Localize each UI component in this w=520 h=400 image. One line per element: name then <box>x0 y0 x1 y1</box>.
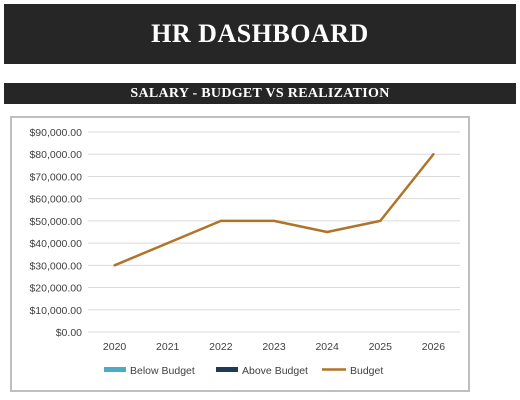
y-tick-label: $10,000.00 <box>29 305 82 317</box>
x-tick-label: 2020 <box>103 341 127 353</box>
legend-label: Budget <box>350 365 383 377</box>
x-tick-label: 2023 <box>262 341 286 353</box>
section-header: SALARY - BUDGET VS REALIZATION <box>4 83 516 104</box>
x-tick-label: 2025 <box>369 341 393 353</box>
x-axis-ticks: 2020 2021 2022 2023 2024 2025 2026 <box>103 341 445 353</box>
budget-point <box>325 230 329 234</box>
legend-label: Above Budget <box>242 365 308 377</box>
y-tick-label: $0.00 <box>56 327 82 339</box>
legend-swatch <box>104 367 126 372</box>
x-tick-label: 2026 <box>422 341 446 353</box>
legend-above-budget[interactable]: Above Budget <box>216 365 308 377</box>
budget-point <box>166 241 169 245</box>
salary-chart: $90,000.00 $80,000.00 $70,000.00 $60,000.00… <box>10 116 470 392</box>
x-tick-label: 2024 <box>315 341 339 353</box>
y-tick-label: $90,000.00 <box>29 127 82 139</box>
dashboard-header: HR DASHBOARD <box>4 4 516 64</box>
y-tick-label: $30,000.00 <box>29 260 82 272</box>
y-axis-ticks: $90,000.00 $80,000.00 $70,000.00 $60,000.00… <box>29 127 82 339</box>
budget-point <box>379 219 382 223</box>
series-layer <box>113 153 435 267</box>
budget-point <box>432 153 435 156</box>
budget-point <box>113 264 116 267</box>
x-tick-label: 2022 <box>209 341 233 353</box>
legend[interactable]: Below Budget Above Budget Budget <box>104 365 383 377</box>
x-tick-label: 2021 <box>156 341 180 353</box>
y-tick-label: $80,000.00 <box>29 149 82 161</box>
budget-point <box>272 219 276 223</box>
legend-label: Below Budget <box>130 365 195 377</box>
y-tick-label: $50,000.00 <box>29 216 82 228</box>
section-title: SALARY - BUDGET VS REALIZATION <box>130 85 390 101</box>
y-tick-label: $20,000.00 <box>29 283 82 295</box>
dashboard-title: HR DASHBOARD <box>151 19 369 48</box>
budget-point <box>219 219 223 223</box>
legend-budget[interactable]: Budget <box>322 365 383 377</box>
legend-swatch <box>216 367 238 372</box>
legend-below-budget[interactable]: Below Budget <box>104 365 195 377</box>
y-tick-label: $70,000.00 <box>29 171 82 183</box>
y-tick-label: $60,000.00 <box>29 194 82 206</box>
y-tick-label: $40,000.00 <box>29 238 82 250</box>
chart-svg: $90,000.00 $80,000.00 $70,000.00 $60,000.00… <box>29 127 460 377</box>
budget-line <box>114 153 435 267</box>
grid-lines <box>88 131 460 333</box>
